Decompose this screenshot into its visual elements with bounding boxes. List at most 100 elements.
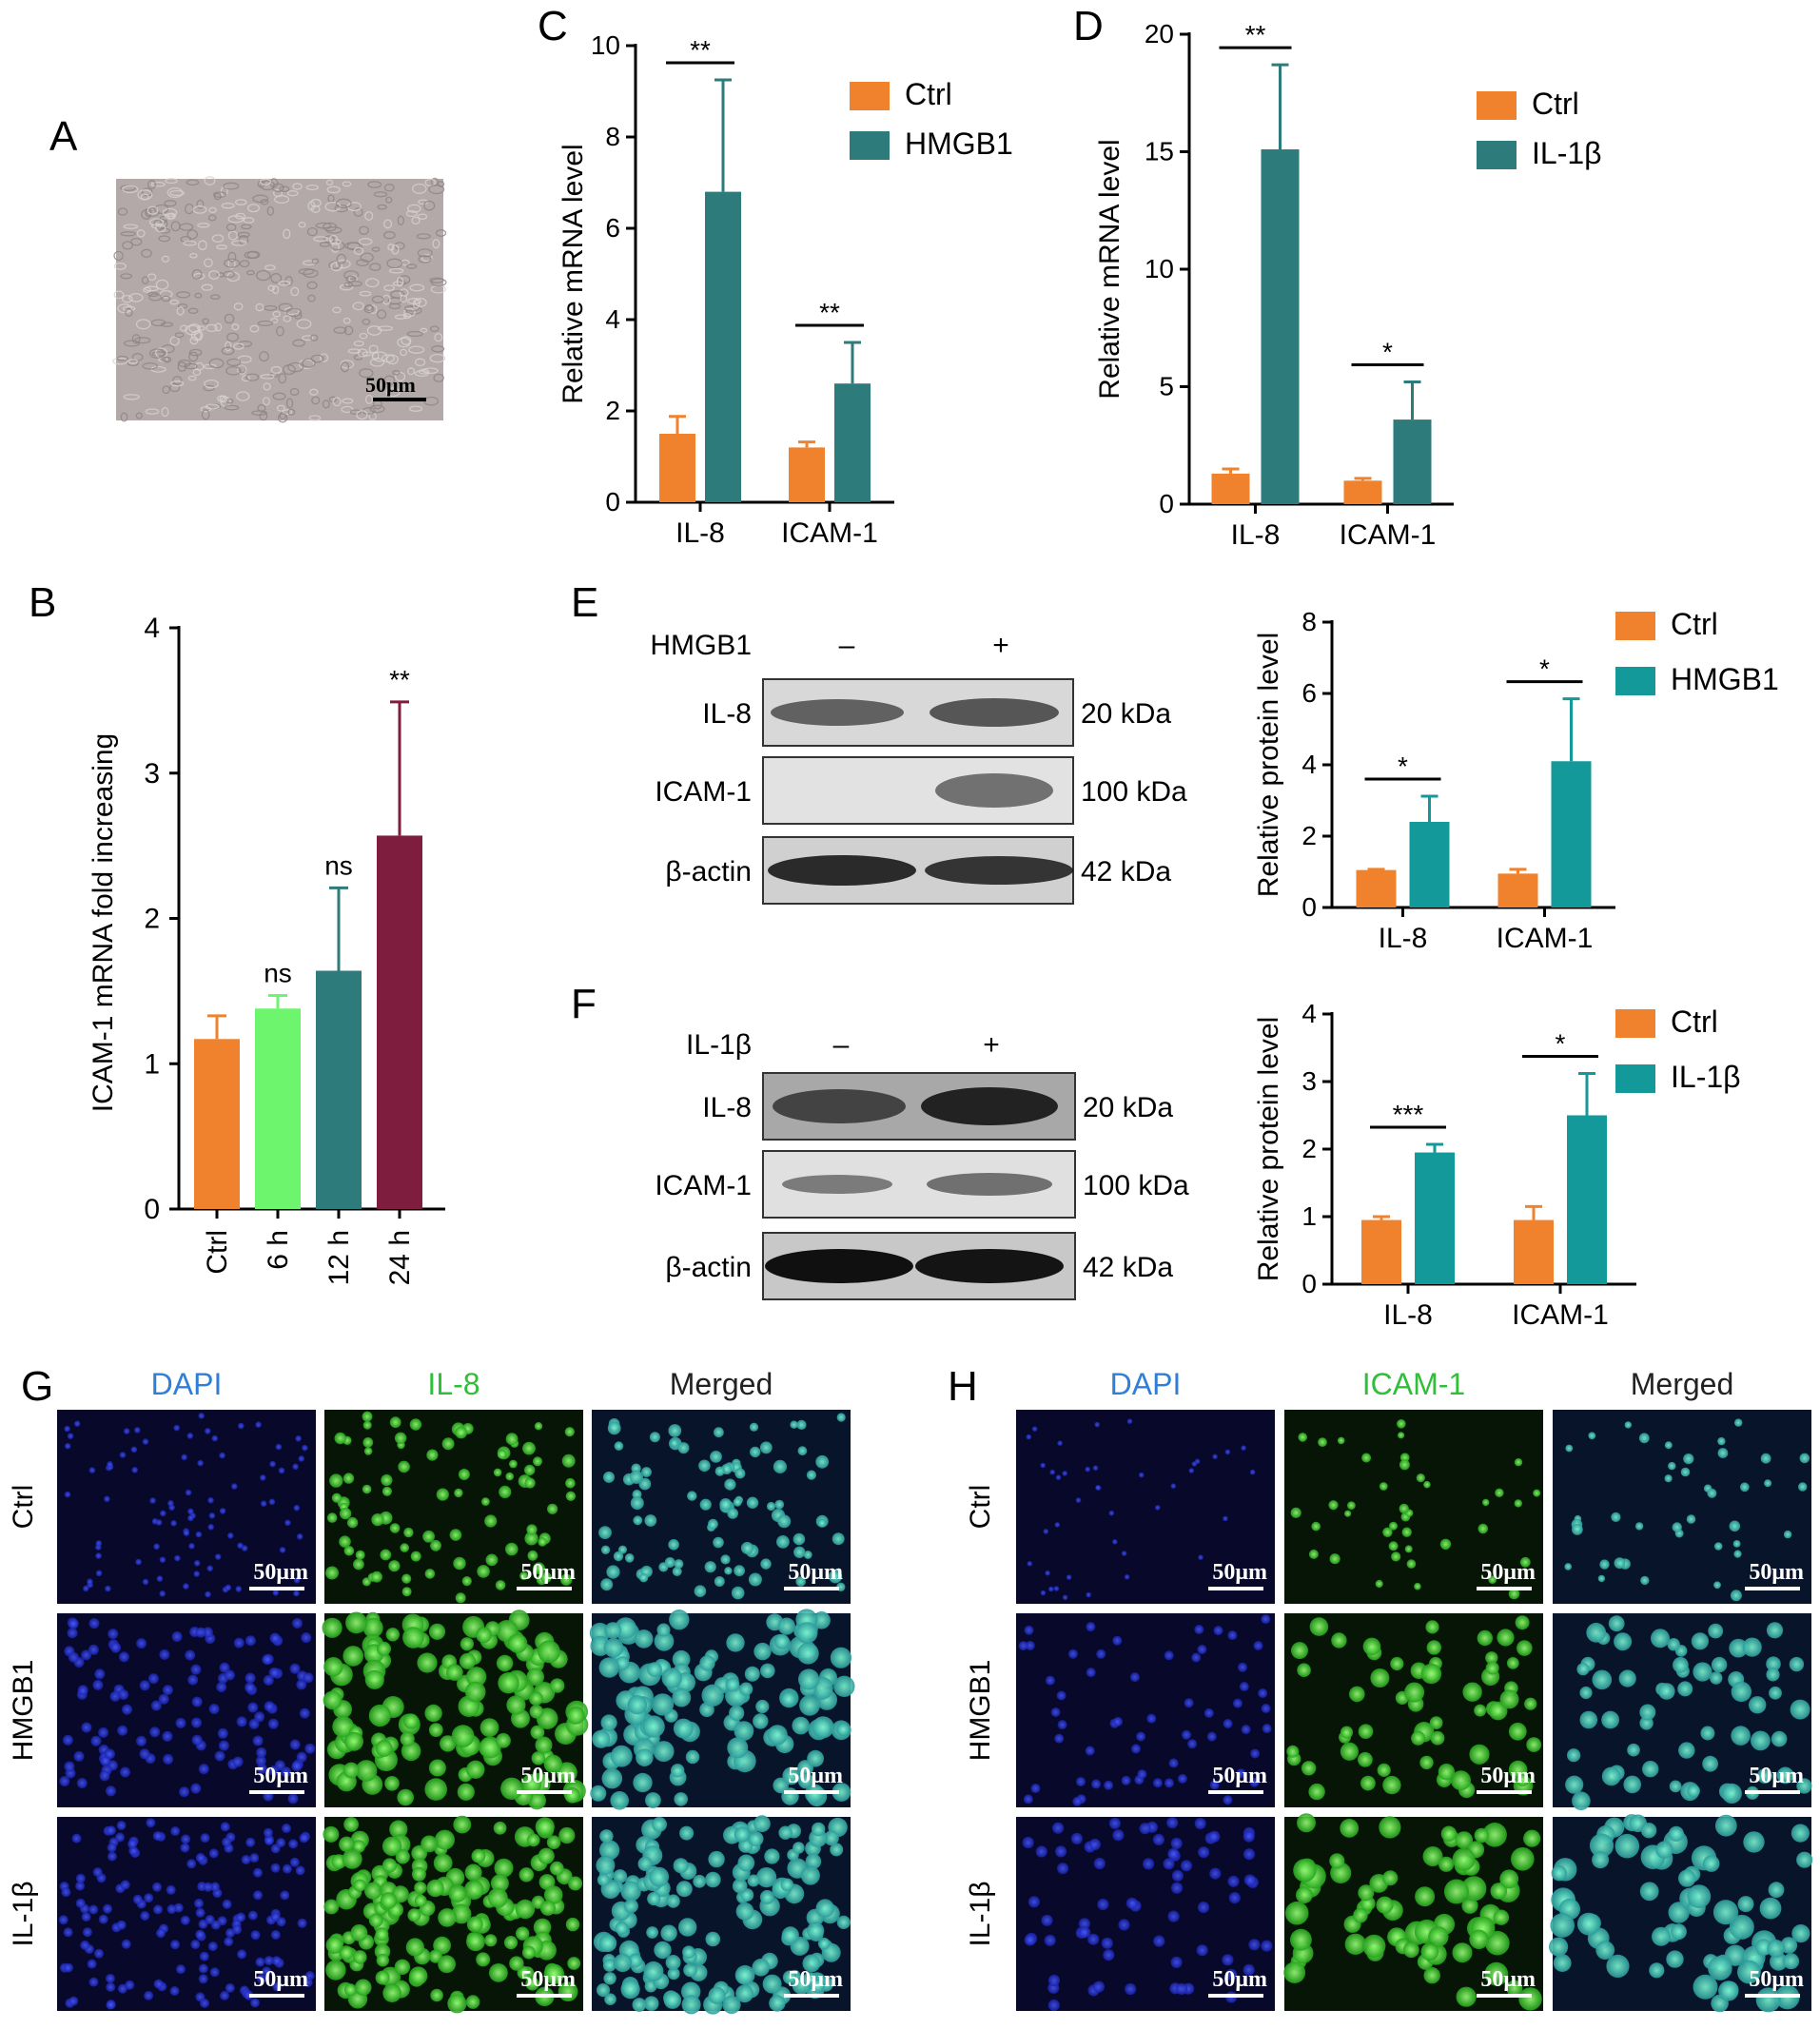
cell xyxy=(394,1959,411,1975)
cell xyxy=(1452,1942,1473,1963)
cell xyxy=(632,1998,647,2012)
cell xyxy=(647,1891,661,1906)
cell xyxy=(287,408,296,416)
cell xyxy=(1731,1681,1752,1703)
cell xyxy=(251,410,268,416)
cell xyxy=(122,185,139,194)
cell xyxy=(521,1945,536,1960)
cell xyxy=(404,304,420,312)
cell xyxy=(325,1566,339,1580)
cell xyxy=(1129,1672,1140,1683)
cell xyxy=(208,206,217,214)
cell xyxy=(645,1792,661,1808)
legend-swatch xyxy=(1615,667,1655,695)
cell xyxy=(564,1427,575,1437)
cell xyxy=(421,254,433,263)
cell xyxy=(1118,1919,1130,1931)
micrograph xyxy=(1553,1410,1811,1604)
cell xyxy=(1514,1458,1523,1467)
cell xyxy=(345,1611,367,1634)
cell xyxy=(107,1461,113,1468)
cell xyxy=(127,359,138,364)
cell xyxy=(1428,1926,1449,1947)
cell xyxy=(506,1695,526,1715)
cell xyxy=(245,1682,256,1693)
cell xyxy=(322,1617,342,1638)
cell xyxy=(95,1570,103,1577)
cell xyxy=(1056,1690,1067,1701)
x-tick-label: IL-8 xyxy=(1383,1299,1433,1331)
cell xyxy=(538,1640,560,1664)
cell xyxy=(363,1447,373,1455)
cell xyxy=(283,315,292,322)
cell xyxy=(1072,1796,1083,1806)
cell xyxy=(481,1497,490,1506)
cell xyxy=(550,1678,565,1693)
cell xyxy=(449,1529,462,1541)
cell xyxy=(1131,1744,1141,1754)
cell xyxy=(1438,1764,1456,1781)
cell xyxy=(432,239,440,249)
cell xyxy=(177,359,191,368)
cell xyxy=(1353,1907,1368,1923)
cell xyxy=(734,1565,745,1577)
cell xyxy=(250,1998,260,2008)
cell xyxy=(256,1746,267,1758)
cell xyxy=(681,1995,701,2015)
cell xyxy=(383,284,395,292)
cell xyxy=(634,1629,654,1649)
cell xyxy=(1152,1778,1163,1788)
grid-row-label: Ctrl xyxy=(965,1485,996,1530)
cell xyxy=(159,1590,166,1597)
cell xyxy=(259,351,269,362)
cell xyxy=(1796,1851,1813,1868)
cell xyxy=(666,1894,680,1908)
cell xyxy=(682,1945,695,1959)
cell xyxy=(792,1716,810,1735)
grid-row-label: IL-1β xyxy=(8,1882,39,1947)
cell xyxy=(522,1441,536,1455)
cell xyxy=(424,178,437,187)
cell xyxy=(1139,1823,1151,1835)
cell xyxy=(1239,1682,1249,1691)
cell xyxy=(276,1838,286,1848)
cell xyxy=(75,1881,86,1891)
cell xyxy=(278,302,293,312)
cell xyxy=(174,332,185,339)
cell xyxy=(1733,1550,1742,1558)
scale-label: 50μm xyxy=(253,1967,308,1992)
cell xyxy=(1601,1710,1619,1729)
cell xyxy=(1243,1963,1255,1976)
cell xyxy=(1112,1635,1123,1646)
cell xyxy=(458,1469,470,1480)
cell xyxy=(188,1543,195,1550)
cell xyxy=(290,286,300,297)
cell xyxy=(64,1491,71,1498)
cell xyxy=(592,1729,611,1748)
grid-column-header: DAPI xyxy=(151,1367,223,1401)
cell xyxy=(1506,1657,1519,1669)
cell xyxy=(245,1672,256,1684)
blot-plus-label: + xyxy=(992,630,1009,661)
cell xyxy=(530,1725,545,1740)
cell xyxy=(725,1677,740,1692)
cell xyxy=(1163,1858,1175,1870)
grid-row-label: IL-1β xyxy=(965,1882,996,1947)
x-tick-label: 24 h xyxy=(384,1230,416,1285)
cell xyxy=(408,405,423,412)
cell xyxy=(1721,1783,1742,1804)
cell xyxy=(252,1735,264,1746)
cell xyxy=(367,181,382,188)
cell xyxy=(92,1867,103,1878)
cell xyxy=(1739,1482,1750,1492)
cell xyxy=(426,1879,444,1898)
cell xyxy=(1347,1501,1356,1510)
cell xyxy=(1743,1831,1765,1853)
cell xyxy=(519,1571,529,1581)
cell xyxy=(649,1432,660,1443)
cell xyxy=(1024,1625,1034,1635)
significance-label: * xyxy=(1382,338,1393,367)
cell xyxy=(1301,1761,1317,1776)
legend-label: IL-1β xyxy=(1671,1060,1741,1094)
